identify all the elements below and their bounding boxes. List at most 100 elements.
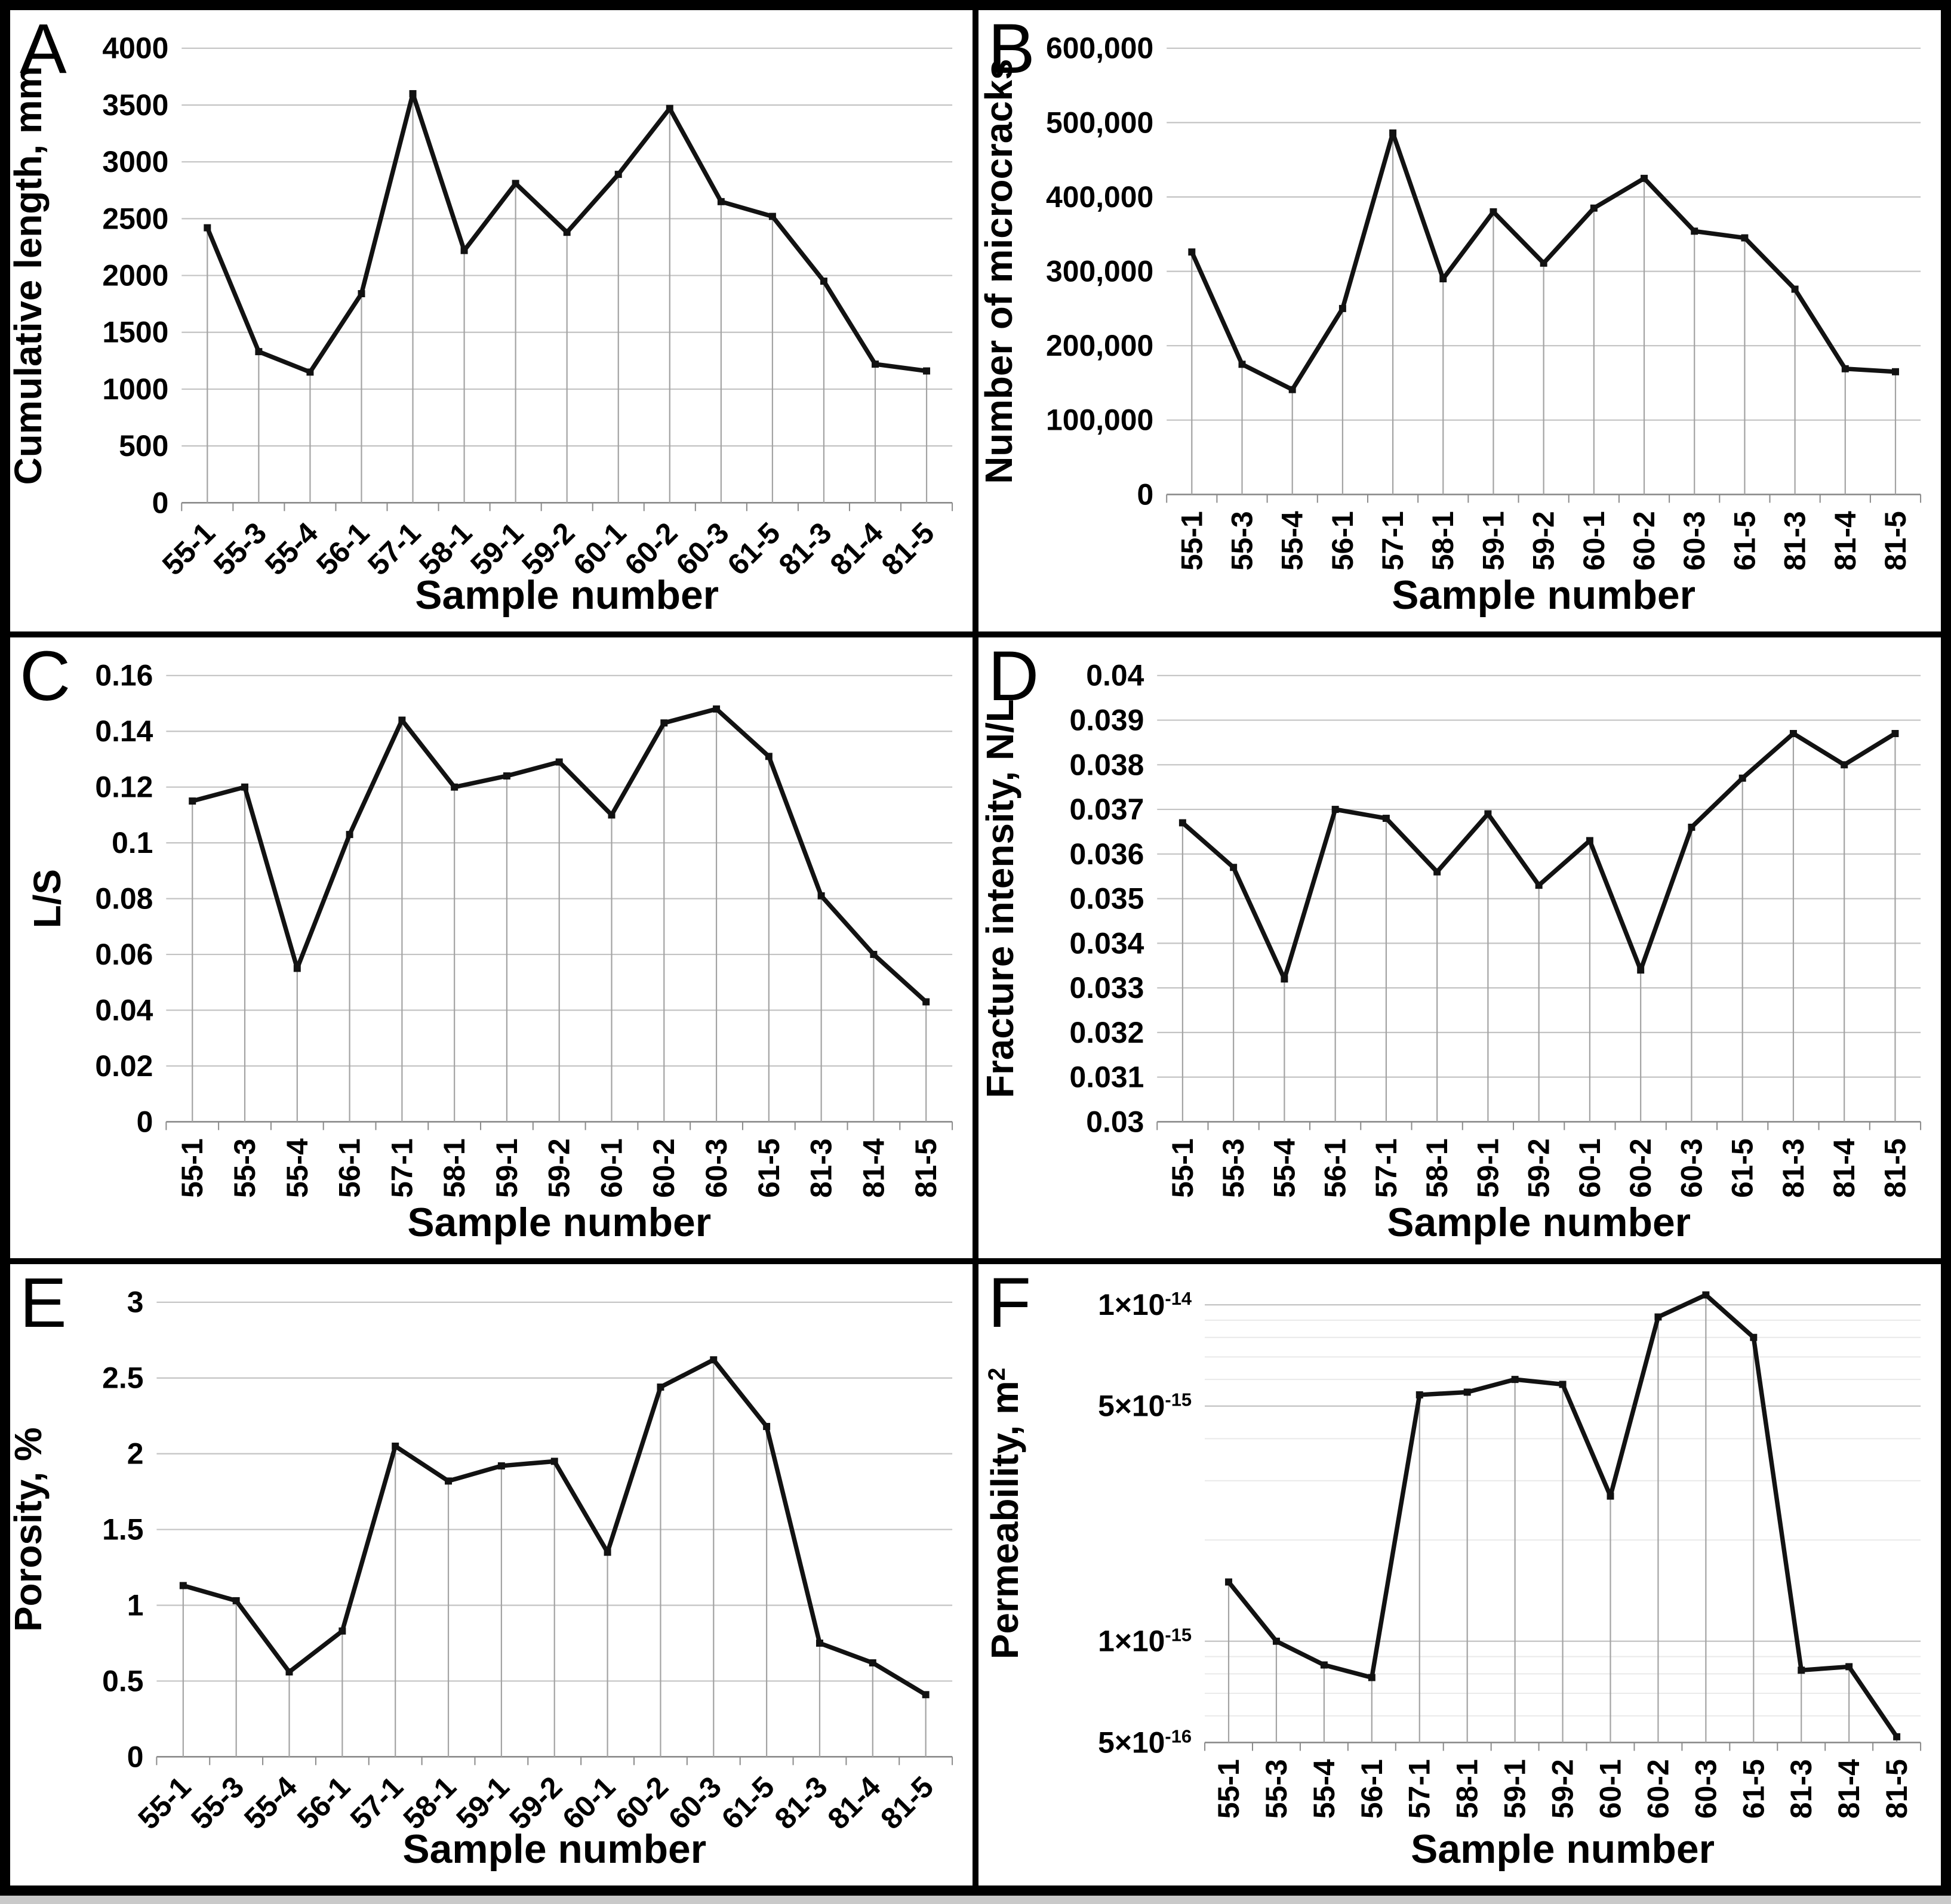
x-tick-label: 60-2 — [1641, 1760, 1675, 1819]
data-point-marker — [409, 90, 417, 97]
x-axis-ticks — [1166, 494, 1922, 503]
panel-letter-d: D — [988, 636, 1039, 716]
y-tick-label: 0 — [137, 1105, 153, 1138]
data-point-marker — [255, 348, 263, 356]
panel-f: 5×10-16 1×10-15 5×10-15 1×10-14 55-1 55-3 55-4… — [976, 1261, 1944, 1888]
x-tick-label: 59-1 — [1471, 1138, 1504, 1198]
x-tick-label: 56-1 — [310, 516, 376, 581]
x-tick-label: 55-3 — [228, 1138, 261, 1198]
data-point-markers — [1225, 1291, 1901, 1741]
x-tick-label: 60-2 — [1624, 1138, 1657, 1198]
x-tick-label: 55-1 — [1175, 511, 1208, 571]
x-axis-title: Sample number — [415, 573, 719, 618]
data-point-marker — [923, 367, 931, 375]
x-tick-label: 60-3 — [1678, 511, 1711, 571]
data-point-marker — [1490, 208, 1497, 215]
data-point-marker — [820, 278, 827, 285]
x-tick-label: 61-5 — [1737, 1760, 1770, 1819]
y-tick-label: 1 — [127, 1589, 144, 1622]
y-tick-label: 0.038 — [1070, 748, 1144, 781]
x-tick-label: 59-1 — [450, 1770, 515, 1836]
y-tick-label: 2.5 — [102, 1361, 143, 1395]
data-point-marker — [657, 1384, 664, 1391]
y-tick-label: 5×10-16 — [1098, 1726, 1192, 1760]
data-point-marker — [660, 719, 668, 726]
x-axis-title: Sample number — [1411, 1827, 1715, 1872]
data-point-marker — [817, 892, 825, 899]
x-axis-ticks — [165, 1122, 953, 1130]
data-point-marker — [1688, 823, 1695, 831]
y-tick-label: 0.037 — [1070, 793, 1144, 826]
x-axis-title: Sample number — [402, 1827, 706, 1872]
data-point-marker — [285, 1668, 293, 1676]
y-axis-title: Porosity, % — [10, 1428, 50, 1632]
data-point-marker — [1637, 966, 1645, 973]
x-tick-label: 81-3 — [773, 516, 838, 581]
x-tick-label: 59-2 — [1527, 511, 1561, 571]
x-tick-label: 55-3 — [184, 1770, 250, 1836]
x-tick-label: 56-1 — [291, 1770, 356, 1836]
panel-c: 0 0.02 0.04 0.06 0.08 0.1 0.12 0.14 0.16 55-1 55-3… — [7, 634, 976, 1262]
x-tick-label: 81-3 — [1777, 1138, 1810, 1198]
y-tick-labels: 0 100,000 200,000 300,000 400,000 500,000 600,… — [1046, 32, 1153, 512]
x-tick-label: 81-5 — [909, 1138, 943, 1198]
x-tick-label: 81-5 — [875, 516, 941, 581]
y-tick-label: 0.06 — [95, 938, 153, 971]
data-point-marker — [1741, 234, 1749, 242]
data-point-marker — [870, 950, 878, 958]
data-point-marker — [1338, 304, 1346, 312]
data-point-marker — [816, 1640, 823, 1647]
x-tick-label: 56-1 — [333, 1138, 367, 1198]
x-tick-label: 59-2 — [543, 1138, 576, 1198]
y-tick-label: 400,000 — [1046, 180, 1153, 214]
y-tick-label: 500 — [119, 429, 168, 463]
x-tick-label: 81-4 — [857, 1138, 890, 1198]
x-tick-label: 81-4 — [821, 1770, 887, 1836]
data-point-marker — [922, 998, 930, 1006]
y-tick-labels: 0 0.02 0.04 0.06 0.08 0.1 0.12 0.14 0.16 — [95, 658, 153, 1138]
data-point-marker — [460, 247, 468, 254]
data-point-marker — [1439, 275, 1447, 283]
panel-b: 0 100,000 200,000 300,000 400,000 500,000 600,… — [976, 7, 1944, 634]
x-tick-label: 57-1 — [1370, 1138, 1403, 1198]
data-point-marker — [1178, 819, 1186, 827]
x-tick-label: 55-3 — [1260, 1760, 1293, 1819]
data-point-marker — [1389, 129, 1397, 137]
x-tick-label: 55-3 — [207, 516, 273, 581]
y-axis-title: L/S — [26, 869, 69, 928]
x-tick-label: 60-1 — [1573, 1138, 1607, 1198]
data-point-marker — [614, 171, 622, 178]
x-tick-label: 56-1 — [1326, 511, 1359, 571]
chart-c-ls-ratio: 0 0.02 0.04 0.06 0.08 0.1 0.12 0.14 0.16 55-1 55-3… — [26, 658, 953, 1244]
chart-f-permeability: 5×10-16 1×10-15 5×10-15 1×10-14 55-1 55-3 55-4… — [983, 1288, 1922, 1872]
data-point-marker — [604, 1548, 611, 1556]
x-tick-label: 55-4 — [281, 1138, 314, 1198]
x-tick-labels: 55-155-355-456-157-158-159-159-260-160-2… — [131, 1770, 940, 1836]
data-point-marker — [768, 212, 776, 220]
data-point-marker — [1586, 837, 1593, 845]
y-tick-label: 0 — [152, 486, 169, 519]
x-tick-label: 55-3 — [1217, 1138, 1250, 1198]
y-tick-label: 3000 — [102, 145, 168, 178]
data-point-marker — [763, 1423, 771, 1431]
x-tick-label: 60-3 — [669, 516, 735, 581]
y-tick-label: 0.03 — [1086, 1105, 1144, 1138]
y-tick-label: 2 — [127, 1437, 144, 1471]
data-point-marker — [503, 772, 510, 780]
x-tick-label: 58-1 — [413, 516, 478, 581]
x-axis-ticks — [181, 503, 953, 512]
data-point-marker — [306, 368, 314, 376]
data-point-marker — [563, 229, 571, 236]
panel-letter-e: E — [20, 1264, 67, 1343]
y-tick-label: 0.04 — [1086, 658, 1144, 692]
x-tick-label: 60-1 — [1577, 511, 1611, 571]
y-tick-label: 0.14 — [95, 714, 153, 748]
y-tick-label: 0.08 — [95, 882, 153, 915]
data-point-marker — [1272, 1638, 1280, 1646]
data-point-marker — [398, 716, 406, 724]
panel-d: 0.03 0.031 0.032 0.033 0.034 0.035 0.036 0.037 0… — [976, 634, 1944, 1262]
x-tick-label: 60-2 — [609, 1770, 675, 1836]
data-point-marker — [451, 783, 458, 791]
data-point-marker — [189, 797, 196, 805]
panel-letter-f: F — [988, 1264, 1031, 1343]
